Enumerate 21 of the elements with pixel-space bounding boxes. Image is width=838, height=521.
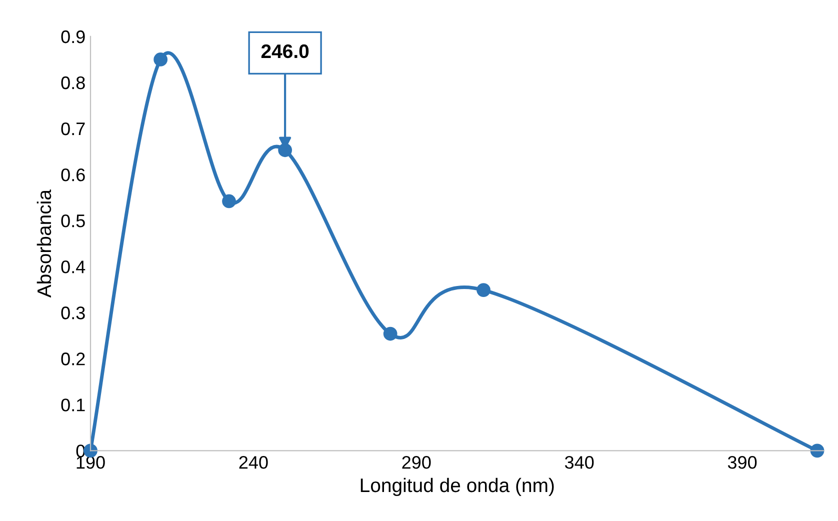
x-tick-label: 240	[239, 456, 268, 469]
y-tick-label: 0.8	[61, 76, 85, 90]
point	[810, 444, 824, 458]
y-tick-label: 0.4	[61, 260, 86, 274]
y-tick-label: 0.3	[61, 306, 85, 320]
point	[222, 194, 236, 208]
y-tick-label: 0.6	[61, 168, 85, 182]
annotation: 246.0	[261, 44, 309, 58]
point	[383, 326, 398, 341]
y-tick-label: 0.2	[61, 352, 85, 366]
y-tick-label: 0.1	[61, 398, 85, 412]
x-tick-label: 340	[564, 456, 594, 469]
y-tick-label: 0.7	[61, 122, 85, 136]
x-tick-label: 390	[728, 456, 757, 469]
x-axis-title: Longitud de onda (nm)	[360, 478, 554, 496]
x-tick-label: 290	[402, 456, 431, 469]
y-tick-label: 0.9	[61, 30, 85, 44]
y-tick-label: 0.5	[61, 214, 85, 228]
point	[476, 283, 490, 297]
y-axis-title: Absorbancia	[36, 190, 52, 298]
point	[154, 52, 168, 66]
